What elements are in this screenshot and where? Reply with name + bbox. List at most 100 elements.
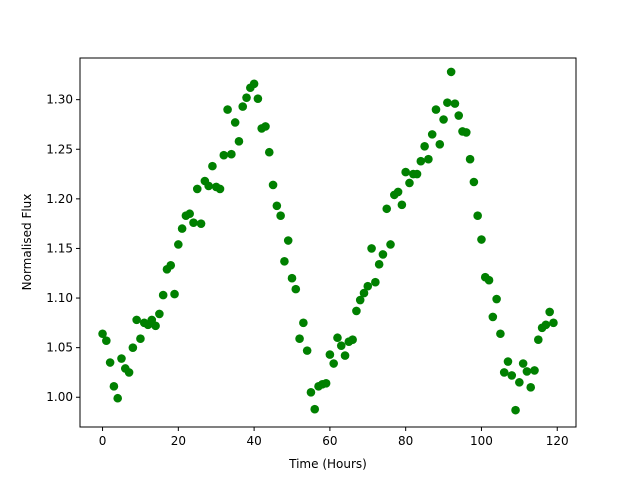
data-point bbox=[185, 209, 194, 219]
data-point bbox=[113, 393, 122, 403]
data-point bbox=[488, 312, 498, 322]
data-point bbox=[215, 184, 225, 194]
data-point bbox=[192, 184, 202, 194]
data-point bbox=[515, 378, 524, 387]
data-point bbox=[321, 379, 331, 388]
data-point bbox=[348, 335, 357, 345]
data-point bbox=[367, 244, 376, 253]
data-point bbox=[223, 105, 232, 114]
data-point bbox=[295, 334, 304, 344]
data-point bbox=[166, 261, 176, 270]
data-point bbox=[234, 137, 244, 146]
data-point bbox=[477, 235, 486, 244]
data-point bbox=[352, 306, 361, 316]
data-point bbox=[177, 224, 187, 233]
data-point bbox=[420, 141, 429, 151]
y-tick-label: 1.00 bbox=[46, 390, 73, 404]
data-point bbox=[105, 358, 115, 367]
data-point bbox=[174, 240, 183, 249]
data-point bbox=[325, 350, 335, 359]
data-point bbox=[530, 366, 539, 375]
data-point bbox=[272, 201, 282, 211]
data-point bbox=[371, 277, 380, 287]
data-point bbox=[465, 154, 475, 164]
data-point bbox=[443, 98, 452, 107]
x-tick-label: 60 bbox=[322, 434, 337, 448]
data-point bbox=[439, 115, 448, 124]
data-point bbox=[541, 320, 551, 330]
data-point bbox=[124, 368, 134, 377]
plot-frame bbox=[79, 57, 577, 428]
data-point bbox=[283, 236, 293, 245]
data-point bbox=[336, 341, 346, 350]
data-point bbox=[454, 111, 464, 120]
data-point bbox=[363, 281, 373, 291]
data-point bbox=[507, 371, 517, 380]
data-point bbox=[518, 359, 528, 368]
data-point bbox=[511, 405, 520, 415]
data-point bbox=[242, 93, 251, 102]
data-point bbox=[291, 284, 301, 294]
data-point bbox=[382, 204, 392, 214]
data-point bbox=[424, 154, 433, 164]
y-tick-label: 1.20 bbox=[46, 192, 73, 206]
x-tick-label: 0 bbox=[99, 434, 107, 448]
data-point bbox=[302, 346, 312, 355]
data-point bbox=[253, 94, 263, 103]
data-point bbox=[359, 288, 369, 298]
data-point bbox=[280, 257, 289, 266]
data-point bbox=[310, 404, 320, 414]
x-axis-label: Time (Hours) bbox=[288, 457, 367, 471]
data-point bbox=[462, 128, 471, 137]
data-point bbox=[109, 382, 119, 391]
data-point bbox=[128, 343, 138, 352]
data-point bbox=[416, 156, 426, 166]
data-point bbox=[117, 354, 126, 363]
data-point bbox=[412, 169, 422, 179]
data-points bbox=[98, 67, 558, 415]
y-axis-ticks: 1.00 1.05 1.10 1.15 1.20 1.25 1.30 bbox=[46, 93, 80, 404]
data-point bbox=[306, 387, 316, 397]
x-tick-label: 100 bbox=[470, 434, 493, 448]
data-point bbox=[329, 359, 338, 368]
y-tick-label: 1.15 bbox=[46, 241, 73, 255]
data-point bbox=[405, 178, 414, 188]
data-point bbox=[287, 273, 297, 283]
data-point bbox=[450, 99, 460, 108]
data-point bbox=[499, 368, 509, 377]
data-point bbox=[374, 260, 384, 269]
data-point bbox=[545, 307, 554, 317]
x-tick-label: 120 bbox=[546, 434, 569, 448]
y-tick-label: 1.05 bbox=[46, 341, 73, 355]
data-point bbox=[435, 140, 445, 149]
data-point bbox=[261, 122, 270, 131]
data-point bbox=[249, 79, 259, 89]
data-point bbox=[230, 118, 240, 127]
data-point bbox=[170, 289, 179, 299]
data-point bbox=[276, 211, 285, 221]
data-point bbox=[155, 309, 164, 319]
data-point bbox=[340, 351, 350, 360]
data-point bbox=[503, 357, 513, 366]
data-point bbox=[196, 219, 206, 228]
data-point bbox=[204, 181, 213, 191]
x-axis-ticks: 0 20 40 60 80 100 120 bbox=[99, 427, 569, 448]
data-point bbox=[549, 318, 558, 328]
data-point bbox=[522, 367, 532, 376]
x-tick-label: 40 bbox=[246, 434, 261, 448]
data-point bbox=[397, 200, 407, 210]
y-tick-label: 1.25 bbox=[46, 142, 73, 156]
data-point bbox=[446, 67, 456, 77]
data-point bbox=[102, 336, 111, 346]
data-point bbox=[492, 294, 501, 304]
x-tick-label: 80 bbox=[398, 434, 413, 448]
data-point bbox=[484, 275, 494, 285]
data-point bbox=[386, 240, 395, 249]
data-point bbox=[151, 321, 160, 331]
data-point bbox=[526, 383, 536, 392]
data-point bbox=[496, 329, 505, 339]
y-tick-label: 1.10 bbox=[46, 291, 73, 305]
data-point bbox=[469, 177, 479, 187]
